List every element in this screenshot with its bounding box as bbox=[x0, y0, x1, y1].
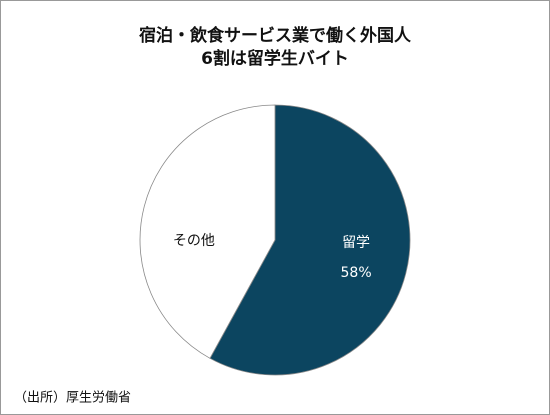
pie-slice bbox=[139, 104, 276, 359]
slice-label: 留学 bbox=[342, 235, 370, 251]
value-label: 58% bbox=[341, 265, 372, 281]
slice-label: その他 bbox=[173, 233, 215, 249]
chart-title: 宿泊・飲食サービス業で働く外国人 bbox=[139, 25, 412, 46]
source: （出所）厚生労働省 bbox=[14, 391, 131, 406]
chart-title: 6割は留学生バイト bbox=[201, 48, 349, 69]
pie-slice bbox=[209, 104, 411, 376]
